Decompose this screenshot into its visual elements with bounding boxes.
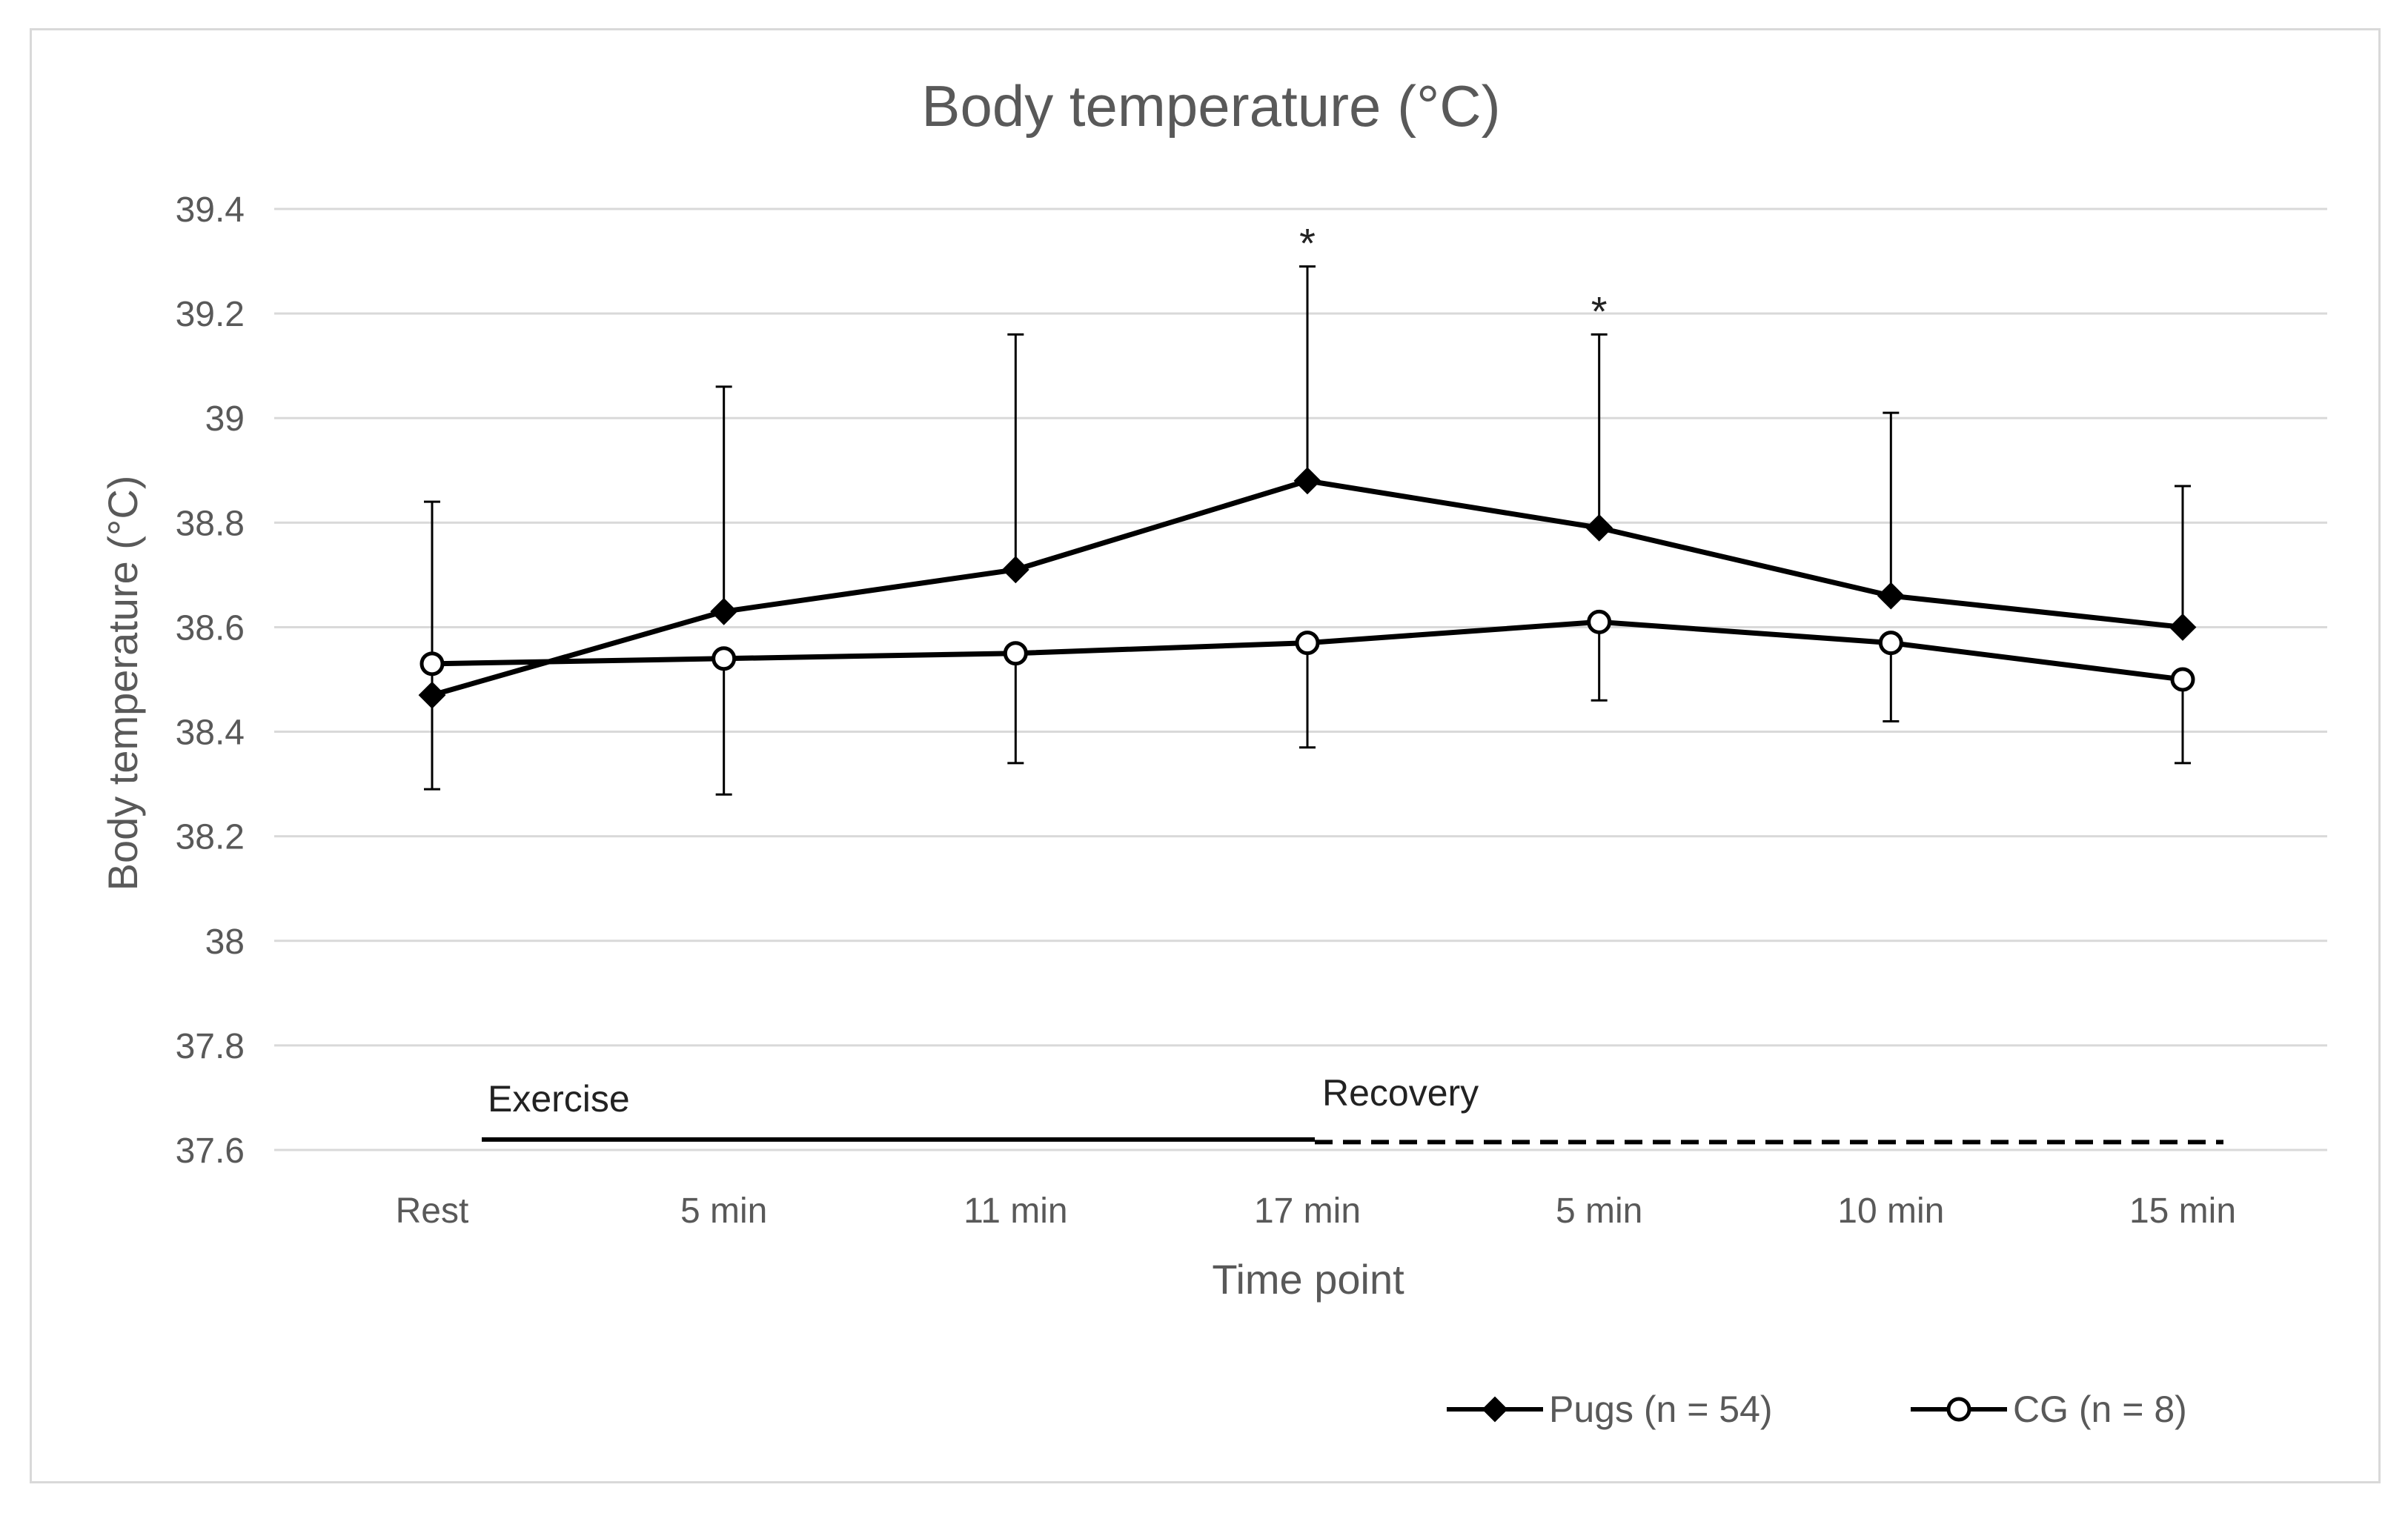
phase-label-recovery: Recovery — [1322, 1072, 1479, 1114]
data-point-cg — [1878, 631, 1903, 656]
significance-star: * — [1591, 287, 1608, 334]
data-point-pugs — [1001, 556, 1029, 584]
data-point-cg — [1295, 631, 1320, 656]
legend-marker-pugs — [1482, 1396, 1508, 1423]
legend-label-cg: CG (n = 8) — [2013, 1389, 2187, 1430]
y-tick-label: 37.6 — [176, 1131, 245, 1171]
y-tick-label: 38.6 — [176, 608, 245, 648]
data-point-pugs — [1293, 467, 1321, 495]
x-tick-label: 5 min — [1556, 1191, 1642, 1231]
data-point-pugs — [418, 681, 446, 709]
y-axis-title: Body temperature (°C) — [99, 476, 146, 891]
x-tick-label: 5 min — [680, 1191, 767, 1231]
x-tick-labels: Rest 5 min 11 min 17 min 5 min 10 min 15 min — [396, 1191, 2236, 1231]
legend: Pugs (n = 54) CG (n = 8) — [1447, 1389, 2187, 1430]
legend-marker-cg — [1946, 1397, 1971, 1422]
y-tick-label: 39 — [205, 399, 245, 439]
data-point-cg — [419, 651, 445, 676]
y-tick-label: 37.8 — [176, 1027, 245, 1066]
legend-label-pugs: Pugs (n = 54) — [1549, 1389, 1773, 1430]
x-tick-label: Rest — [396, 1191, 469, 1231]
x-tick-label: 15 min — [2129, 1191, 2236, 1231]
y-tick-label: 38.4 — [176, 714, 245, 753]
x-tick-label: 11 min — [963, 1191, 1068, 1231]
y-tick-label: 38.8 — [176, 504, 245, 543]
data-point-cg — [1003, 641, 1028, 666]
phase-label-exercise: Exercise — [488, 1078, 630, 1120]
data-point-pugs — [710, 597, 738, 625]
data-point-pugs — [1877, 582, 1905, 610]
grid-lines — [274, 207, 2327, 1151]
data-point-pugs — [2169, 614, 2197, 641]
data-point-cg — [1587, 609, 1612, 634]
y-tick-label: 39.4 — [176, 190, 245, 230]
chart-frame — [30, 28, 2381, 1483]
x-axis-title: Time point — [1212, 1256, 1404, 1303]
chart-title: Body temperature (°C) — [921, 73, 1500, 139]
phase-bars: Exercise Recovery — [482, 1072, 2223, 1145]
y-tick-labels: 37.6 37.8 38 38.2 38.4 38.6 38.8 39 39.2 39.4 — [176, 190, 245, 1171]
x-tick-label: 17 min — [1254, 1191, 1361, 1231]
y-tick-label: 38.2 — [176, 818, 245, 857]
data-point-cg — [712, 646, 737, 671]
y-tick-label: 39.2 — [176, 295, 245, 334]
significance-marks: ** — [1299, 220, 1607, 335]
data-point-pugs — [1585, 513, 1613, 542]
x-tick-label: 10 min — [1837, 1191, 1944, 1231]
data-point-cg — [2170, 667, 2195, 692]
y-tick-label: 38 — [205, 922, 245, 962]
significance-star: * — [1299, 220, 1316, 267]
series-markers — [418, 467, 2197, 709]
error-bars — [424, 265, 2191, 796]
